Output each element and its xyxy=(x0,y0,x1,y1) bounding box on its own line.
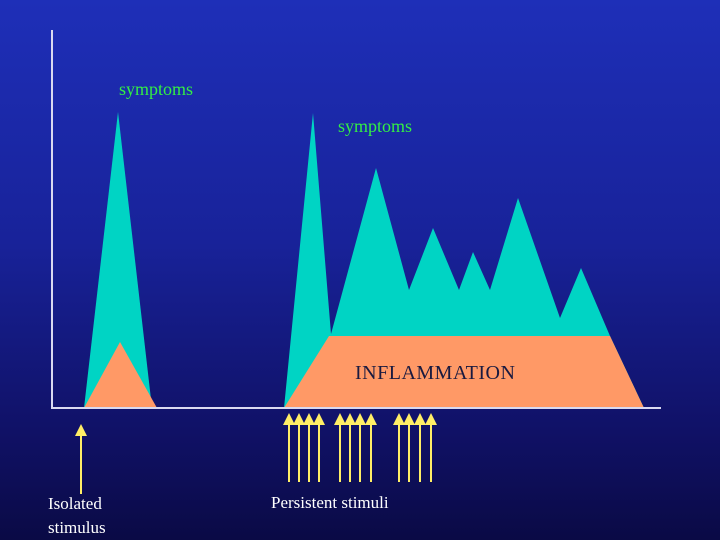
persistent-inflammation-shape xyxy=(284,336,644,408)
isolated-stimulus-label-line2: stimulus xyxy=(48,518,106,537)
persistent-symptoms-shape xyxy=(284,113,644,408)
symptoms-label-persistent: symptoms xyxy=(338,116,413,136)
symptoms-label-isolated: symptoms xyxy=(119,79,194,99)
persistent-stimuli-arrows xyxy=(283,413,437,482)
isolated-inflammation-shape xyxy=(84,342,157,408)
isolated-stimulus-label-line1: Isolated xyxy=(48,494,102,513)
inflammation-label: INFLAMMATION xyxy=(355,362,516,384)
isolated-stimulus-label: Isolated stimulus xyxy=(48,492,106,540)
persistent-stimuli-label: Persistent stimuli xyxy=(271,493,389,512)
isolated-symptoms-spike xyxy=(84,112,152,408)
